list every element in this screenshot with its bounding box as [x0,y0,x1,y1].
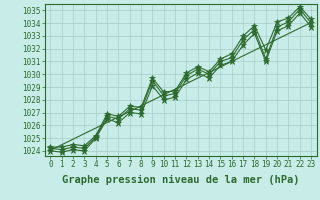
X-axis label: Graphe pression niveau de la mer (hPa): Graphe pression niveau de la mer (hPa) [62,175,300,185]
